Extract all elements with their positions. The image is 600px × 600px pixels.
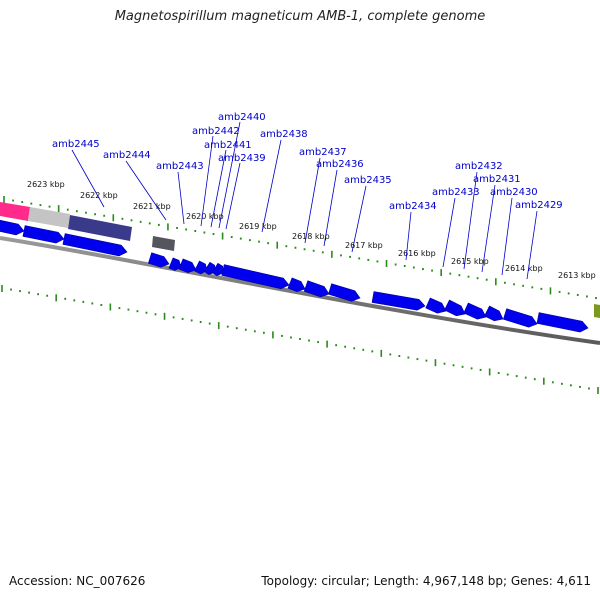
gene-arrow	[425, 297, 447, 314]
lower-tick-track	[1, 285, 599, 394]
kbp-label: 2621 kbp	[133, 202, 171, 211]
gene-arrow	[22, 225, 65, 244]
kbp-label: 2616 kbp	[398, 249, 436, 258]
gene-label[interactable]: amb2435	[344, 175, 392, 186]
gene-arrow	[303, 280, 330, 298]
upper-strand	[0, 202, 600, 318]
gene-arrow	[371, 291, 426, 311]
gene-label[interactable]: amb2443	[156, 161, 204, 172]
gene-arrow	[194, 260, 208, 275]
gene-label[interactable]: amb2433	[432, 187, 480, 198]
genome-backbone	[0, 236, 600, 345]
feature-block-grey	[28, 207, 70, 228]
feature-block-dark	[152, 236, 175, 251]
kbp-label: 2619 kbp	[239, 222, 277, 231]
gene-arrow	[484, 305, 504, 322]
gene-label[interactable]: amb2445	[52, 139, 100, 150]
gene-label[interactable]: amb2444	[103, 150, 151, 161]
gene-label[interactable]: amb2429	[515, 200, 563, 211]
gene-arrow	[221, 264, 290, 290]
gene-arrow	[178, 258, 197, 274]
kbp-label: 2623 kbp	[27, 180, 65, 189]
kbp-label: 2617 kbp	[345, 241, 383, 250]
gene-label[interactable]: amb2437	[299, 147, 347, 158]
gene-label[interactable]: amb2439	[218, 153, 266, 164]
genome-summary-text: Topology: circular; Length: 4,967,148 bp…	[261, 574, 591, 588]
gene-arrow	[536, 312, 589, 333]
feature-block-olive	[594, 304, 600, 318]
kbp-label: 2613 kbp	[558, 271, 596, 280]
map-title: Magnetospirillum magneticum AMB-1, compl…	[114, 9, 486, 24]
kbp-label: 2622 kbp	[80, 191, 118, 200]
kbp-label: 2620 kbp	[186, 212, 224, 221]
kbp-label: 2614 kbp	[505, 264, 543, 273]
gene-arrow	[62, 233, 128, 257]
gene-label[interactable]: amb2438	[260, 129, 308, 140]
gene-label[interactable]: amb2441	[204, 140, 252, 151]
gene-arrow	[0, 219, 25, 236]
gene-track	[0, 219, 589, 333]
gene-arrow	[328, 283, 361, 302]
accession-text: Accession: NC_007626	[9, 574, 146, 588]
gene-label[interactable]: amb2442	[192, 126, 240, 137]
kbp-label: 2618 kbp	[292, 232, 330, 241]
gene-arrow	[463, 302, 487, 320]
gene-label[interactable]: amb2431	[473, 174, 521, 185]
gene-label[interactable]: amb2436	[316, 159, 364, 170]
label-leaders	[71, 121, 538, 280]
upper-tick-track	[3, 196, 597, 299]
gene-arrow	[502, 308, 538, 328]
gene-arrow	[444, 299, 466, 317]
gene-arrow	[147, 252, 170, 268]
gene-label[interactable]: amb2434	[389, 201, 437, 212]
gene-arrow	[168, 257, 182, 271]
kbp-label: 2615 kbp	[451, 257, 489, 266]
gene-labels: amb2445 amb2444 amb2443 amb2442 amb2440 …	[52, 112, 563, 212]
gene-arrow	[287, 277, 306, 293]
feature-block-pink	[0, 202, 30, 221]
feature-block-slate	[68, 215, 132, 241]
gene-label[interactable]: amb2440	[218, 112, 266, 123]
gene-label[interactable]: amb2430	[490, 187, 538, 198]
gene-label[interactable]: amb2432	[455, 161, 503, 172]
kbp-scale: 2623 kbp 2622 kbp 2621 kbp 2620 kbp 2619…	[27, 180, 596, 280]
